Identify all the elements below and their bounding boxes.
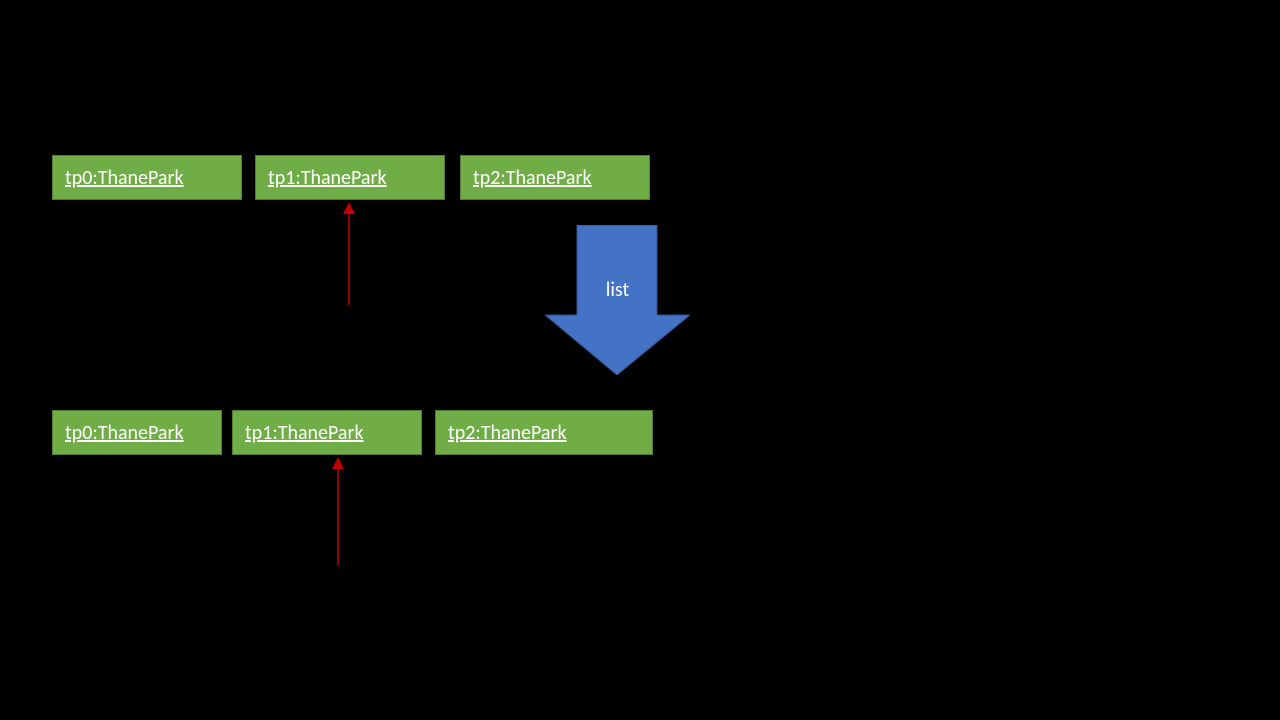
object-box-bottom-2: tp2:ThanePark [435,410,653,455]
object-label: tp0:ThanePark [65,421,184,445]
object-box-top-0: tp0:ThanePark [52,155,242,200]
object-label: tp1:ThanePark [268,166,387,190]
red-arrow-top [340,200,360,310]
object-label: tp1:ThanePark [245,421,364,445]
object-box-bottom-1: tp1:ThanePark [232,410,422,455]
object-box-top-2: tp2:ThanePark [460,155,650,200]
object-label: tp2:ThanePark [473,166,592,190]
list-arrow-label: list [545,278,690,302]
object-label: tp0:ThanePark [65,166,184,190]
object-box-top-1: tp1:ThanePark [255,155,445,200]
object-label: tp2:ThanePark [448,421,567,445]
object-box-bottom-0: tp0:ThanePark [52,410,222,455]
red-arrow-bottom [329,455,349,570]
